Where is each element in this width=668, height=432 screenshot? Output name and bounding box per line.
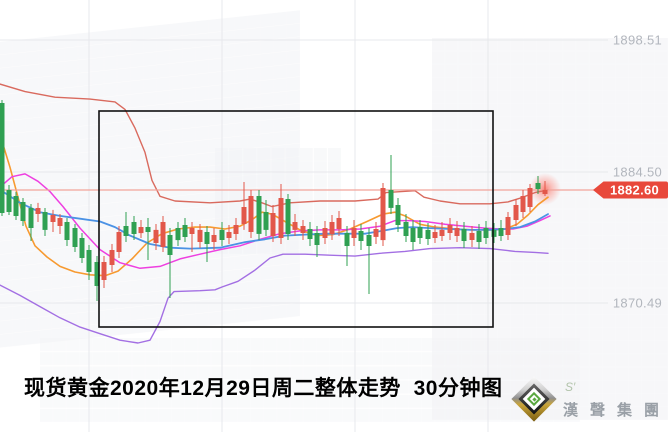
chart-caption: 现货黄金2020年12月29日周二整体走势 30分钟图 [24, 377, 503, 400]
candle [153, 224, 159, 250]
candle [322, 221, 328, 244]
candle [513, 199, 519, 226]
candle [535, 176, 541, 194]
hansheng-logo: S′ 漢聲集團 [505, 370, 667, 430]
candle [20, 198, 26, 226]
candle [491, 223, 497, 243]
logo-diamond-icon [509, 374, 559, 424]
candle [241, 182, 247, 230]
candle [204, 226, 210, 262]
logo-company-name: 漢聲集團 [563, 402, 668, 419]
candle [520, 190, 526, 218]
candle [123, 212, 129, 242]
candle [42, 208, 48, 236]
candle [498, 220, 504, 241]
candle [219, 222, 225, 246]
candle [336, 211, 342, 236]
logo-mark: S′ [565, 380, 576, 394]
candle [476, 224, 482, 249]
candle [307, 222, 313, 246]
candle [447, 218, 453, 240]
candle [189, 222, 195, 252]
last-price-value: 1882.60 [609, 182, 660, 198]
candle [86, 245, 92, 280]
candle [175, 222, 181, 246]
y-axis-label-top: 1898.51 [612, 32, 662, 48]
candle [417, 220, 423, 244]
candle [263, 200, 269, 236]
y-axis-label-mid: 1884.50 [612, 164, 662, 180]
candle [432, 225, 438, 243]
candle [145, 218, 151, 260]
candle [483, 221, 489, 244]
candle [35, 202, 41, 222]
candle [256, 190, 262, 240]
candle [182, 218, 188, 242]
candle [395, 198, 401, 232]
candle [285, 194, 291, 240]
bollinger-lower-band [0, 246, 549, 344]
candle [13, 192, 19, 220]
candle [160, 216, 166, 252]
candle [351, 220, 357, 246]
candle [72, 224, 78, 252]
last-price-tag: 1882.60 [593, 181, 668, 199]
candle [101, 256, 107, 288]
candle [50, 209, 56, 232]
candle [292, 214, 298, 236]
bollinger-upper-band [0, 83, 549, 208]
candle [270, 205, 276, 242]
candle [226, 225, 232, 244]
candle [197, 224, 203, 248]
candle [461, 222, 467, 248]
candle [388, 155, 394, 214]
candle [79, 233, 85, 263]
candle [167, 228, 173, 298]
candle [0, 100, 5, 216]
y-axis-label-bottom: 1870.49 [612, 295, 662, 311]
candle [366, 228, 372, 294]
candle [116, 226, 122, 258]
candle [527, 184, 533, 212]
candle [278, 184, 284, 244]
candle [403, 214, 409, 242]
candle [57, 214, 63, 234]
annotation-box [98, 110, 494, 328]
candle [138, 220, 144, 238]
candle [94, 256, 100, 301]
candle [358, 224, 364, 250]
candle [64, 218, 70, 246]
candle [344, 226, 350, 266]
candle [233, 218, 239, 240]
candle [469, 226, 475, 247]
candle [28, 204, 34, 241]
candle [505, 212, 511, 240]
candle [410, 220, 416, 250]
candle [300, 220, 306, 240]
candle [329, 215, 335, 240]
candle [380, 183, 386, 246]
candle [131, 216, 137, 240]
candle [248, 190, 254, 238]
candle [542, 181, 548, 196]
candle [211, 228, 217, 250]
candle [425, 223, 431, 245]
candle [314, 226, 320, 257]
candle [109, 244, 115, 272]
candle [6, 185, 12, 215]
candle [454, 221, 460, 242]
candle [373, 222, 379, 244]
candle [439, 222, 445, 241]
